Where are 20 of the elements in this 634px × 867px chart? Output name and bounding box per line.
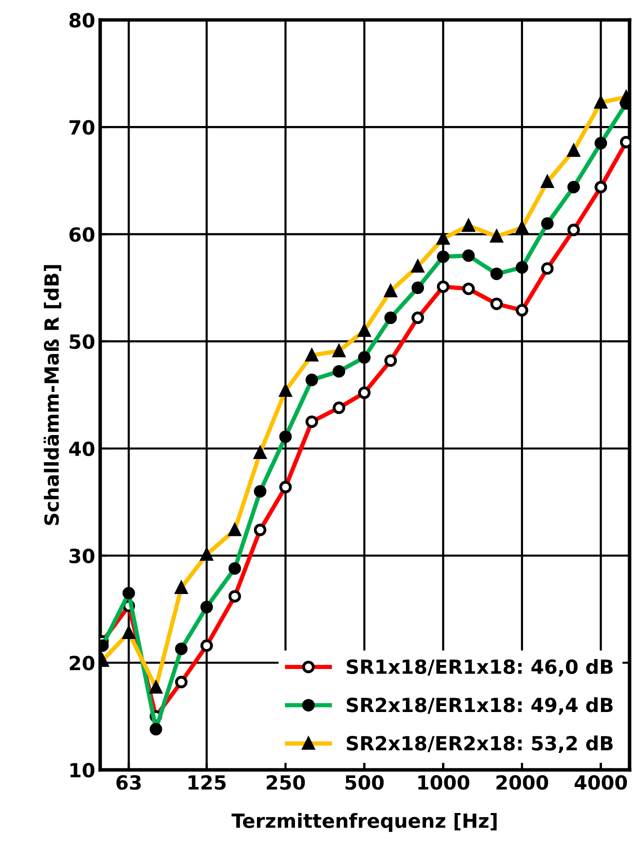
legend-label: SR2x18/ER2x18: 53,2 dB	[346, 736, 613, 754]
x-tick-label: 500	[346, 775, 384, 790]
y-axis-title: Schalldämm-Maß R [dB]	[44, 265, 62, 525]
y-tick-label: 20	[70, 656, 94, 670]
y-tick-label: 60	[69, 227, 94, 242]
x-tick-label: 63	[116, 775, 141, 790]
y-tick-label: 80	[69, 12, 94, 28]
x-tick-label: 4000	[574, 775, 627, 790]
y-tick-label: 30	[70, 548, 94, 564]
y-tick-label: 10	[70, 762, 94, 778]
x-tick-label: 125	[188, 775, 226, 790]
x-tick-label: 2000	[496, 775, 548, 790]
x-tick-label: 1000	[418, 775, 470, 790]
y-tick-label: 50	[70, 334, 94, 350]
y-tick-label: 40	[69, 441, 94, 456]
legend-label: SR1x18/ER1x18: 46,0 dB	[346, 658, 613, 677]
legend-label: SR2x18/ER1x18: 49,4 dB	[346, 697, 613, 715]
x-axis-title: Terzmittenfrequenz [Hz]	[232, 813, 497, 832]
y-tick-label: 70	[70, 120, 94, 135]
x-tick-label: 250	[266, 775, 305, 790]
